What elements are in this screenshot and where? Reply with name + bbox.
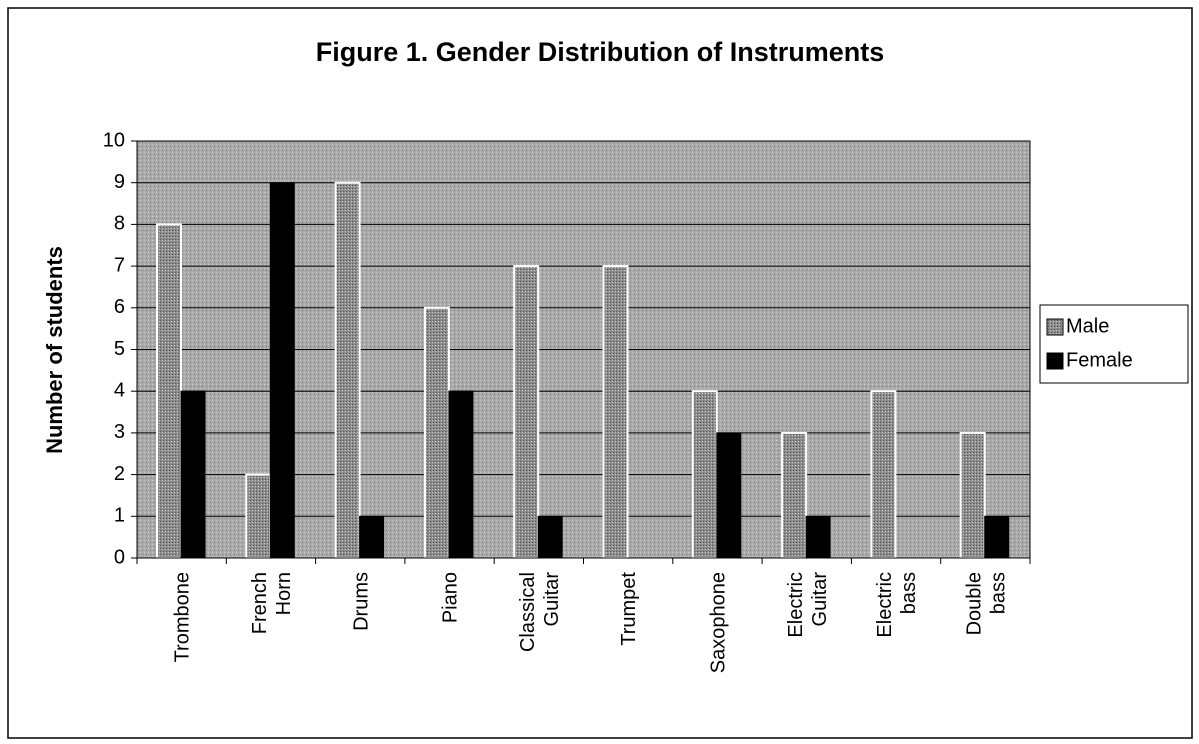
x-tick-group: Electric Guitar xyxy=(785,572,831,638)
chart-title: Figure 1. Gender Distribution of Instrum… xyxy=(316,37,885,67)
y-tick-label: 3 xyxy=(114,421,125,443)
x-tick-group: Classical Guitar xyxy=(517,572,563,652)
y-tick-label: 6 xyxy=(114,296,125,318)
bar xyxy=(691,390,718,560)
bar xyxy=(716,432,742,559)
x-tick-label: Trumpet xyxy=(618,572,640,646)
x-tick-group: Trombone xyxy=(172,572,194,662)
bar xyxy=(180,390,206,559)
y-tick-label: 1 xyxy=(114,505,125,527)
x-tick-label: Saxophone xyxy=(707,572,729,673)
legend xyxy=(1039,304,1189,384)
legend-label: Female xyxy=(1066,349,1133,371)
x-tick-label: French Horn xyxy=(249,572,295,634)
x-tick-label: Classical Guitar xyxy=(517,572,563,652)
y-tick-label: 5 xyxy=(114,338,125,360)
bar xyxy=(984,515,1010,559)
x-tick-label: Trombone xyxy=(172,572,194,662)
bar xyxy=(245,473,272,560)
x-tick-group: Piano xyxy=(440,572,462,623)
x-tick-group: Electric bass xyxy=(874,572,920,638)
legend-swatch xyxy=(1046,352,1064,370)
y-tick-label: 8 xyxy=(114,213,125,235)
y-tick-label: 2 xyxy=(114,463,125,485)
x-tick-group: Trumpet xyxy=(618,572,640,646)
bar xyxy=(602,265,629,559)
y-tick-label: 9 xyxy=(114,171,125,193)
bar xyxy=(334,181,361,559)
legend-label: Male xyxy=(1066,315,1109,337)
bar xyxy=(269,182,295,559)
y-axis-label: Number of students xyxy=(42,246,67,454)
y-tick-label: 10 xyxy=(103,129,125,151)
bar xyxy=(781,431,808,559)
legend-swatch xyxy=(1046,318,1064,336)
bar xyxy=(959,431,986,559)
x-tick-label: Drums xyxy=(350,572,372,631)
x-tick-label: Piano xyxy=(440,572,462,623)
bar xyxy=(513,265,540,559)
bar xyxy=(805,515,831,559)
bar xyxy=(156,223,182,559)
x-tick-group: French Horn xyxy=(249,572,295,634)
bar xyxy=(359,515,385,559)
x-tick-group: Double bass xyxy=(963,572,1009,635)
bar xyxy=(423,306,450,559)
bar xyxy=(537,515,563,559)
bar xyxy=(448,390,474,559)
x-tick-group: Drums xyxy=(350,572,372,631)
x-tick-group: Saxophone xyxy=(707,572,729,673)
x-tick-label: Double bass xyxy=(963,572,1009,635)
x-tick-label: Electric bass xyxy=(874,572,920,638)
y-tick-label: 4 xyxy=(114,379,125,401)
y-tick-label: 7 xyxy=(114,254,125,276)
x-tick-label: Electric Guitar xyxy=(785,572,831,638)
bar xyxy=(870,390,897,560)
y-tick-label: 0 xyxy=(114,546,125,568)
